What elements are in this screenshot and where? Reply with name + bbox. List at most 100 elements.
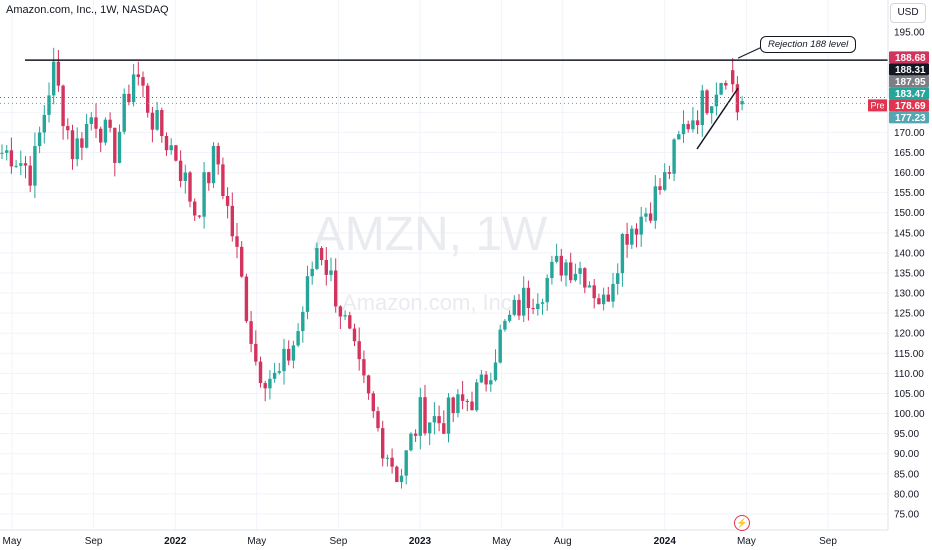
- candle-body: [601, 294, 606, 305]
- time-tick-label: 2023: [409, 536, 432, 547]
- candle-body: [155, 110, 159, 130]
- candle-body: [630, 228, 634, 245]
- candle-body: [258, 361, 263, 384]
- price-badge: [889, 75, 929, 88]
- candle-body: [663, 172, 667, 190]
- candle-body: [724, 82, 728, 86]
- overlays: [0, 46, 888, 150]
- candle-body: [625, 234, 629, 245]
- candle-body: [235, 236, 239, 247]
- candle-body: [52, 61, 56, 96]
- price-tick-label: 140.00: [894, 248, 925, 259]
- price-tick-label: 170.00: [894, 128, 925, 139]
- candle-body: [80, 138, 84, 148]
- currency-button[interactable]: USD: [890, 3, 926, 23]
- price-tick-label: 195.00: [894, 28, 925, 39]
- candle-body: [160, 110, 164, 136]
- price-tick-label: 145.00: [894, 228, 925, 239]
- candle-body: [639, 216, 643, 235]
- candle-body: [597, 298, 601, 305]
- candle-body: [230, 205, 234, 237]
- candle-body: [606, 294, 610, 302]
- candle-body: [681, 124, 686, 135]
- candle-body: [178, 160, 183, 181]
- price-badge: [889, 87, 929, 100]
- candle-body: [183, 172, 187, 181]
- candle-body: [188, 172, 192, 202]
- grid: [0, 0, 888, 530]
- candle-body: [131, 74, 136, 103]
- candle-body: [5, 150, 9, 153]
- candle-body: [244, 276, 249, 322]
- candle-body: [99, 128, 103, 143]
- candle-body: [207, 172, 211, 184]
- price-tick-label: 150.00: [894, 208, 925, 219]
- candle-body: [569, 262, 573, 281]
- candle-body: [653, 186, 657, 221]
- candle-body: [272, 372, 277, 379]
- candle-body: [89, 117, 93, 124]
- candle-body: [319, 248, 324, 261]
- candle-body: [634, 228, 639, 235]
- lightning-icon[interactable]: ⚡: [734, 515, 750, 531]
- candle-body: [507, 314, 512, 321]
- candle-body: [578, 268, 582, 274]
- candle-body: [357, 341, 361, 360]
- candle-body: [616, 273, 620, 284]
- candle-body: [150, 112, 155, 130]
- price-tick-label: 120.00: [894, 329, 925, 340]
- candle-body: [75, 138, 79, 160]
- candle-body: [404, 450, 408, 476]
- candle-body: [465, 400, 469, 402]
- candle-body: [517, 299, 521, 316]
- candle-body: [33, 146, 37, 186]
- candle-body: [526, 287, 531, 309]
- time-tick-label: 2024: [654, 536, 677, 547]
- candle-body: [221, 164, 225, 197]
- candle-body: [277, 371, 281, 373]
- candle-body: [686, 124, 690, 130]
- candle-body: [437, 416, 441, 424]
- price-tick-label: 90.00: [894, 449, 919, 460]
- watermark-symbol: AMZN, 1W: [313, 208, 548, 261]
- candle-body: [648, 213, 653, 221]
- candle-body: [291, 345, 296, 361]
- candle-body: [113, 127, 117, 163]
- time-tick-label: May: [3, 536, 22, 547]
- candle-body: [423, 397, 427, 434]
- time-tick-label: May: [737, 536, 756, 547]
- candle-body: [376, 411, 380, 429]
- candle-body: [446, 397, 451, 434]
- candle-body: [47, 95, 51, 115]
- candle-body: [301, 311, 305, 332]
- rejection-annotation[interactable]: Rejection 188 level: [760, 36, 857, 53]
- price-tick-label: 95.00: [894, 429, 919, 440]
- pre-tag-badge: [868, 99, 887, 112]
- candle-body: [94, 117, 98, 129]
- candle-body: [460, 394, 465, 401]
- candle-body: [432, 416, 437, 423]
- time-axis[interactable]: May Sep 2022 May Sep 2023 May Aug 2024 May Sep: [3, 536, 838, 547]
- candle-body: [296, 331, 300, 346]
- price-tick-label: 130.00: [894, 289, 925, 300]
- price-tick-label: 85.00: [894, 469, 919, 480]
- candle-body: [19, 163, 23, 166]
- candle-body: [512, 299, 516, 315]
- price-badge: [889, 111, 929, 124]
- candle-body: [108, 119, 112, 128]
- watermark-company: Amazon.com, Inc.: [342, 290, 518, 315]
- candle-body: [719, 82, 723, 95]
- trend-line[interactable]: [696, 87, 739, 150]
- price-badge-label: 188.31: [895, 65, 926, 76]
- annotation-leader: [737, 46, 763, 59]
- time-tick-label: Aug: [554, 536, 572, 547]
- candle-body: [740, 101, 744, 105]
- candle-body: [531, 308, 535, 310]
- candle-body: [418, 397, 422, 436]
- time-tick-label: May: [247, 536, 266, 547]
- candle-body: [489, 380, 493, 385]
- candle-body: [587, 285, 592, 288]
- candle-body: [470, 401, 474, 411]
